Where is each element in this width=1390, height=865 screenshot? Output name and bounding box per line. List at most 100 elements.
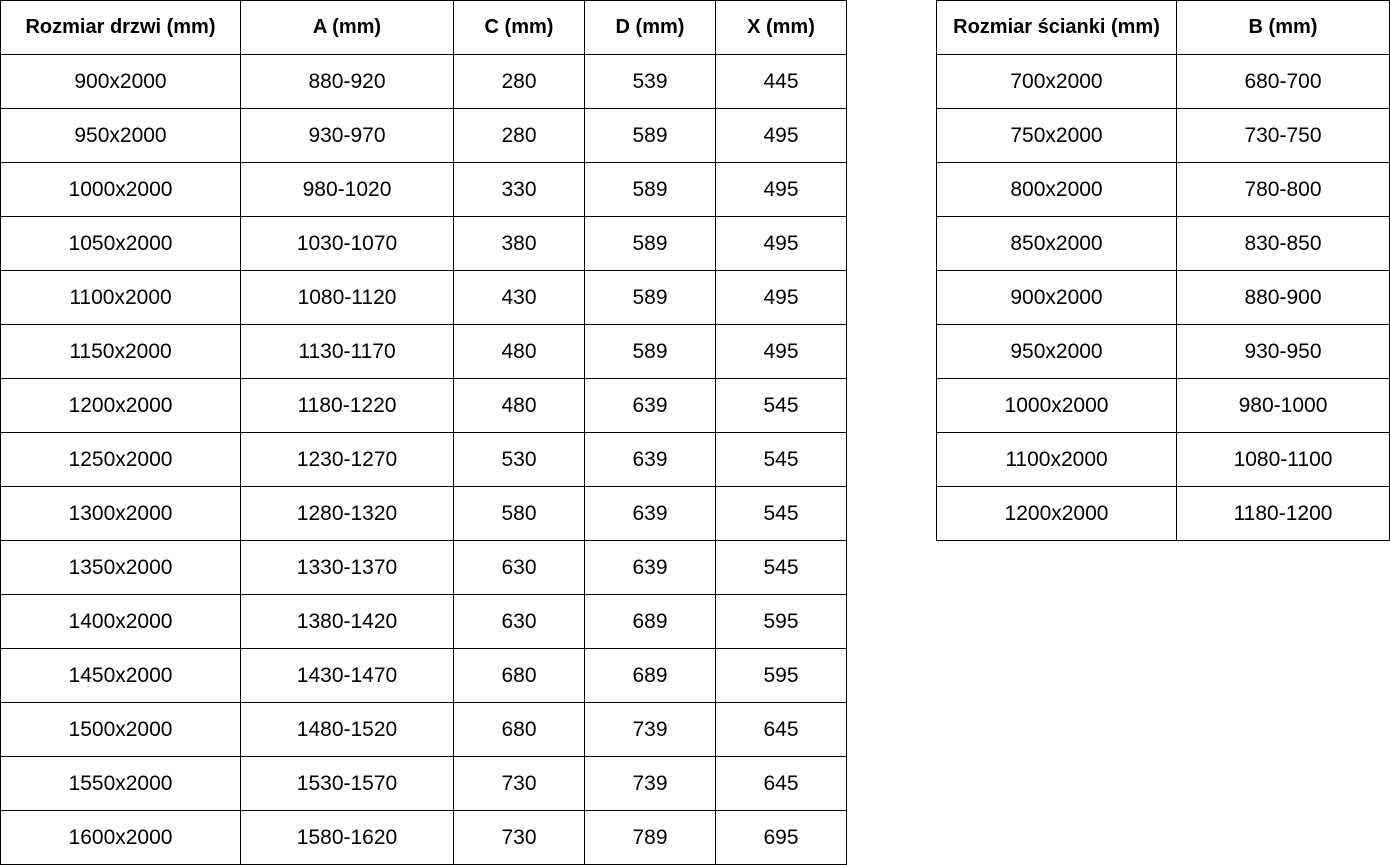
column-header: D (mm): [584, 0, 716, 55]
table-cell: 1500x2000: [0, 702, 241, 757]
table-row: 1150x2000 1130-1170 480 589 495: [0, 324, 847, 379]
table-cell: 1550x2000: [0, 756, 241, 811]
table-row: 700x2000 680-700: [936, 54, 1390, 109]
table-row: 800x2000 780-800: [936, 162, 1390, 217]
table-row: 1400x2000 1380-1420 630 689 595: [0, 594, 847, 649]
table-cell: 700x2000: [936, 54, 1177, 109]
table-cell: 1180-1220: [240, 378, 454, 433]
table-cell: 480: [453, 378, 585, 433]
table-cell: 545: [715, 378, 847, 433]
table-cell: 800x2000: [936, 162, 1177, 217]
table-cell: 950x2000: [936, 324, 1177, 379]
table-cell: 1030-1070: [240, 216, 454, 271]
table-cell: 630: [453, 540, 585, 595]
column-header: Rozmiar drzwi (mm): [0, 0, 241, 55]
table-cell: 1300x2000: [0, 486, 241, 541]
table-cell: 830-850: [1176, 216, 1390, 271]
table-cell: 695: [715, 810, 847, 865]
table-cell: 1380-1420: [240, 594, 454, 649]
table-row: 1600x2000 1580-1620 730 789 695: [0, 810, 847, 865]
table-cell: 980-1020: [240, 162, 454, 217]
table-cell: 1000x2000: [0, 162, 241, 217]
table-cell: 1430-1470: [240, 648, 454, 703]
door-sizes-table: Rozmiar drzwi (mm) A (mm) C (mm) D (mm) X (m…: [0, 0, 847, 865]
table-cell: 530: [453, 432, 585, 487]
table-cell: 1450x2000: [0, 648, 241, 703]
table-cell: 730: [453, 810, 585, 865]
table-cell: 1150x2000: [0, 324, 241, 379]
table-row: 850x2000 830-850: [936, 216, 1390, 271]
table-row: 1050x2000 1030-1070 380 589 495: [0, 216, 847, 271]
table-row: 1000x2000 980-1020 330 589 495: [0, 162, 847, 217]
table-cell: 1080-1100: [1176, 432, 1390, 487]
table-row: 750x2000 730-750: [936, 108, 1390, 163]
table-cell: 680-700: [1176, 54, 1390, 109]
table-cell: 495: [715, 108, 847, 163]
table-cell: 589: [584, 324, 716, 379]
table-row: 1000x2000 980-1000: [936, 378, 1390, 433]
table-cell: 595: [715, 594, 847, 649]
table-row: 1100x2000 1080-1100: [936, 432, 1390, 487]
table-cell: 280: [453, 54, 585, 109]
table-cell: 1100x2000: [936, 432, 1177, 487]
table-cell: 730-750: [1176, 108, 1390, 163]
table-row: 900x2000 880-920 280 539 445: [0, 54, 847, 109]
table-cell: 1400x2000: [0, 594, 241, 649]
table-cell: 639: [584, 486, 716, 541]
column-header: X (mm): [715, 0, 847, 55]
table-cell: 1200x2000: [936, 486, 1177, 541]
table-cell: 1050x2000: [0, 216, 241, 271]
table-cell: 380: [453, 216, 585, 271]
table-cell: 580: [453, 486, 585, 541]
column-header: Rozmiar ścianki (mm): [936, 0, 1177, 55]
table-cell: 900x2000: [936, 270, 1177, 325]
table-header-row: Rozmiar drzwi (mm) A (mm) C (mm) D (mm) X (m…: [0, 0, 847, 55]
table-cell: 1600x2000: [0, 810, 241, 865]
table-cell: 1080-1120: [240, 270, 454, 325]
table-cell: 545: [715, 540, 847, 595]
table-row: 1500x2000 1480-1520 680 739 645: [0, 702, 847, 757]
table-row: 1200x2000 1180-1220 480 639 545: [0, 378, 847, 433]
table-cell: 445: [715, 54, 847, 109]
table-cell: 680: [453, 702, 585, 757]
table-header-row: Rozmiar ścianki (mm) B (mm): [936, 0, 1390, 55]
table-cell: 639: [584, 540, 716, 595]
table-cell: 1130-1170: [240, 324, 454, 379]
table-cell: 1530-1570: [240, 756, 454, 811]
table-cell: 689: [584, 594, 716, 649]
table-cell: 495: [715, 162, 847, 217]
table-cell: 1000x2000: [936, 378, 1177, 433]
table-cell: 880-900: [1176, 270, 1390, 325]
table-cell: 430: [453, 270, 585, 325]
table-cell: 1330-1370: [240, 540, 454, 595]
table-row: 950x2000 930-950: [936, 324, 1390, 379]
table-row: 1200x2000 1180-1200: [936, 486, 1390, 541]
table-row: 1300x2000 1280-1320 580 639 545: [0, 486, 847, 541]
table-cell: 639: [584, 432, 716, 487]
table-row: 1450x2000 1430-1470 680 689 595: [0, 648, 847, 703]
table-cell: 750x2000: [936, 108, 1177, 163]
table-cell: 739: [584, 756, 716, 811]
table-cell: 589: [584, 162, 716, 217]
table-row: 1350x2000 1330-1370 630 639 545: [0, 540, 847, 595]
table-cell: 1230-1270: [240, 432, 454, 487]
table-cell: 980-1000: [1176, 378, 1390, 433]
table-cell: 639: [584, 378, 716, 433]
table-cell: 780-800: [1176, 162, 1390, 217]
table-cell: 630: [453, 594, 585, 649]
table-cell: 850x2000: [936, 216, 1177, 271]
table-cell: 1480-1520: [240, 702, 454, 757]
table-cell: 589: [584, 108, 716, 163]
table-row: 900x2000 880-900: [936, 270, 1390, 325]
table-cell: 589: [584, 270, 716, 325]
column-header: C (mm): [453, 0, 585, 55]
table-cell: 739: [584, 702, 716, 757]
table-cell: 595: [715, 648, 847, 703]
table-cell: 495: [715, 216, 847, 271]
table-row: 1550x2000 1530-1570 730 739 645: [0, 756, 847, 811]
panel-sizes-table: Rozmiar ścianki (mm) B (mm) 700x2000 680-7…: [936, 0, 1390, 541]
table-cell: 950x2000: [0, 108, 241, 163]
table-cell: 280: [453, 108, 585, 163]
table-cell: 545: [715, 432, 847, 487]
table-cell: 730: [453, 756, 585, 811]
